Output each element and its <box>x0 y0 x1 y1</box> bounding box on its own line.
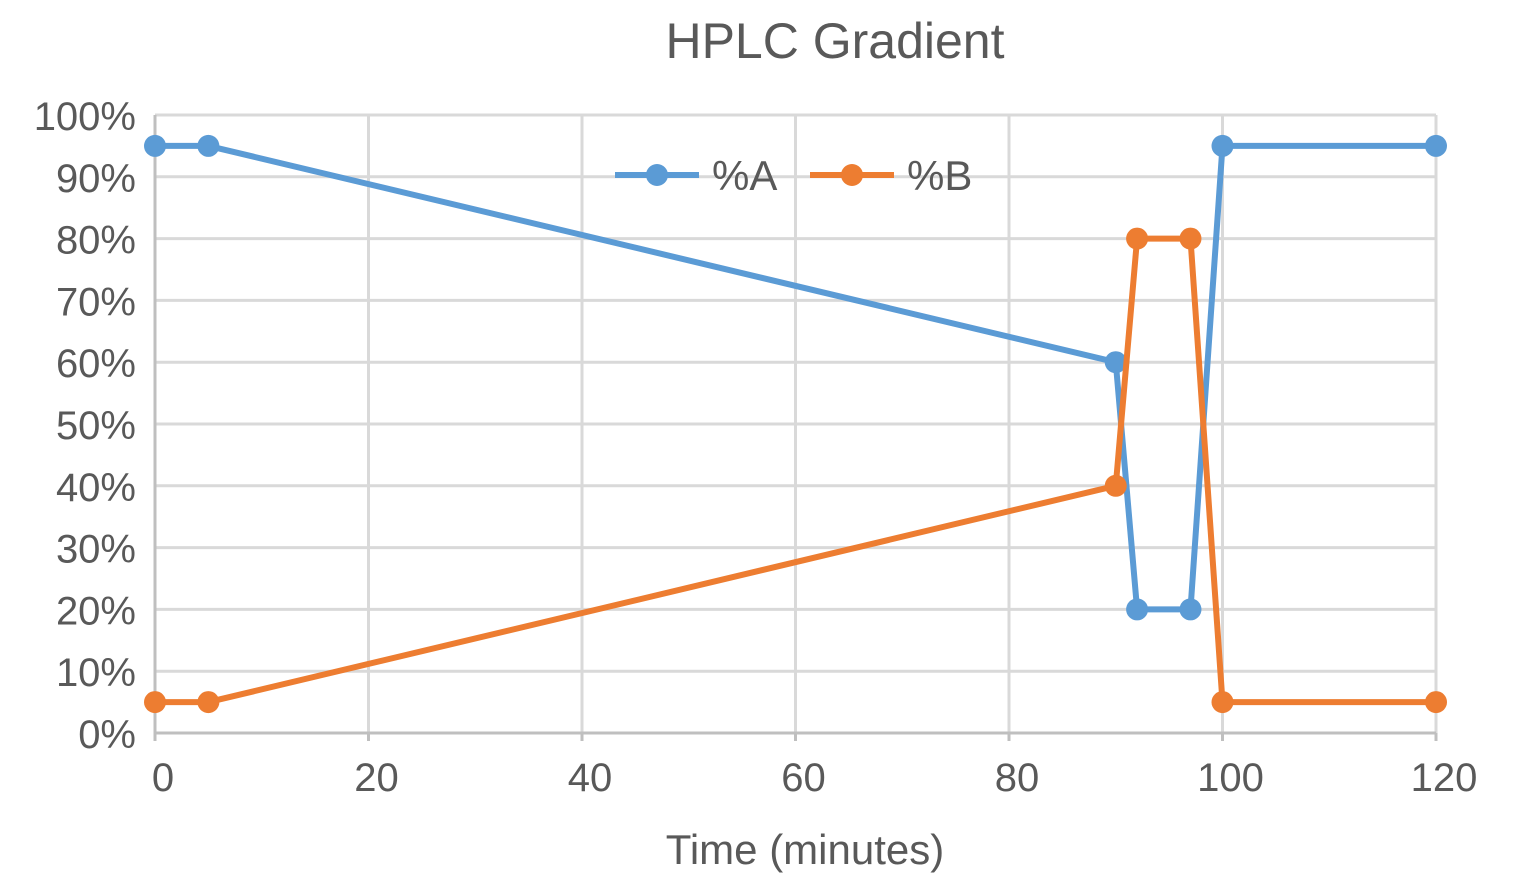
data-point <box>1211 134 1234 157</box>
x-tick-label: 0 <box>152 756 174 800</box>
series-1 <box>144 134 1447 621</box>
y-tick-label: 80% <box>56 219 136 263</box>
x-tick-label: 100 <box>1197 756 1264 800</box>
data-point <box>1425 134 1447 157</box>
y-tick-label: 30% <box>56 528 136 572</box>
data-point <box>1104 474 1127 497</box>
data-point <box>1126 598 1149 621</box>
series-2 <box>144 227 1447 714</box>
y-tick-labels: 0% 10% 20% 30% 40% 50% 60% 70% 80% 90% 100% <box>34 95 136 757</box>
x-tick-label: 20 <box>354 756 399 800</box>
data-point <box>1179 227 1202 250</box>
y-tick-label: 60% <box>56 342 136 386</box>
x-tick-label: 40 <box>568 756 613 800</box>
gridlines <box>155 113 1438 733</box>
y-tick-label: 0% <box>78 713 136 757</box>
y-tick-label: 40% <box>56 466 136 510</box>
legend-marker <box>646 164 668 186</box>
y-tick-label: 70% <box>56 280 136 324</box>
x-tick-label: 80 <box>995 756 1040 800</box>
data-point <box>197 691 220 714</box>
legend-entry: %A <box>615 152 777 199</box>
chart-title: HPLC Gradient <box>665 13 1004 69</box>
y-tick-label: 50% <box>56 404 136 448</box>
data-point <box>1425 691 1447 714</box>
x-tick-label: 120 <box>1411 756 1478 800</box>
legend-label: %A <box>712 152 777 199</box>
data-point <box>1211 691 1234 714</box>
data-point <box>197 134 220 157</box>
x-axis-title: Time (minutes) <box>666 826 944 873</box>
legend: %A %B <box>615 152 972 199</box>
data-point <box>144 691 166 714</box>
axes <box>153 115 1438 741</box>
legend-entry: %B <box>810 152 972 199</box>
y-tick-label: 10% <box>56 651 136 695</box>
y-tick-label: 90% <box>56 157 136 201</box>
data-point <box>1104 351 1127 374</box>
data-point <box>1126 227 1149 250</box>
x-tick-labels: 0 20 40 60 80 100 120 <box>152 756 1478 800</box>
x-tick-label: 60 <box>781 756 826 800</box>
data-point <box>1179 598 1202 621</box>
y-tick-label: 100% <box>34 95 136 139</box>
y-tick-label: 20% <box>56 589 136 633</box>
legend-label: %B <box>907 152 972 199</box>
data-point <box>144 134 166 157</box>
series-layer <box>144 134 1447 714</box>
legend-marker <box>841 164 863 186</box>
